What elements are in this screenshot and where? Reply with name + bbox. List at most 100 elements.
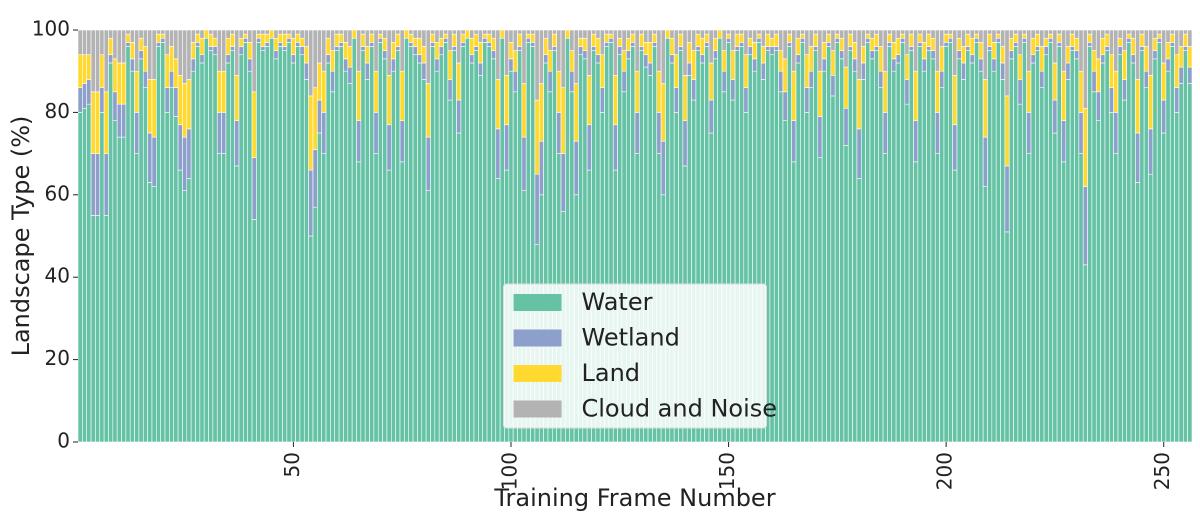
bar-segment xyxy=(77,29,83,56)
bar-segment xyxy=(195,46,201,443)
bar-segment xyxy=(1135,79,1141,134)
bar-segment xyxy=(1017,79,1023,105)
bar-segment xyxy=(769,37,775,47)
bar-segment xyxy=(795,29,801,39)
bar-segment xyxy=(260,46,266,51)
bar-segment xyxy=(1122,50,1128,80)
bar-segment xyxy=(504,124,510,171)
bar-segment xyxy=(934,153,940,443)
bar-segment xyxy=(1074,29,1080,39)
bar-segment xyxy=(934,70,940,113)
bar-segment xyxy=(1065,46,1071,64)
bar-segment xyxy=(312,87,318,150)
bar-segment xyxy=(1143,87,1149,443)
bar-segment xyxy=(1174,87,1180,113)
bar-segment xyxy=(417,37,423,56)
bar-segment xyxy=(1039,46,1045,72)
bar-segment xyxy=(251,219,257,443)
bar-segment xyxy=(604,29,610,35)
bar-segment xyxy=(904,79,910,105)
bar-segment xyxy=(1109,112,1114,443)
bar-segment xyxy=(1035,50,1040,443)
bar-segment xyxy=(708,62,714,101)
bar-segment xyxy=(656,29,662,72)
bar-segment xyxy=(782,29,788,60)
bar-segment xyxy=(138,37,144,51)
bar-segment xyxy=(534,173,540,245)
bar-segment xyxy=(1178,46,1184,68)
bar-segment xyxy=(569,29,575,51)
bar-segment xyxy=(830,29,836,51)
bar-segment xyxy=(391,58,396,72)
bar-segment xyxy=(904,29,910,56)
bar-segment xyxy=(939,87,945,443)
bar-segment xyxy=(721,50,727,72)
y-tick-label: 20 xyxy=(45,346,70,370)
bar-segment xyxy=(312,206,318,443)
bar-segment xyxy=(1069,33,1075,47)
bar-segment xyxy=(160,29,166,35)
bar-segment xyxy=(839,37,845,51)
legend-swatch xyxy=(513,329,562,347)
bar-segment xyxy=(647,62,653,76)
bar-segment xyxy=(1026,70,1032,113)
bar-segment xyxy=(948,33,953,39)
bar-segment xyxy=(438,29,444,39)
bar-segment xyxy=(773,50,779,443)
bar-segment xyxy=(1122,79,1128,101)
bar-segment xyxy=(256,33,262,39)
bar-segment xyxy=(647,29,653,43)
bar-segment xyxy=(969,29,975,39)
bar-segment xyxy=(752,42,758,60)
bar-segment xyxy=(82,29,88,56)
bar-segment xyxy=(987,50,993,443)
bar-segment xyxy=(1000,29,1006,47)
bar-segment xyxy=(686,42,692,64)
bar-segment xyxy=(317,62,322,101)
bar-segment xyxy=(234,120,240,167)
bar-segment xyxy=(343,58,349,72)
bar-segment xyxy=(660,140,666,196)
x-tick-label: 100 xyxy=(497,452,521,490)
bar-segment xyxy=(795,37,801,56)
bar-segment xyxy=(182,83,188,138)
bar-segment xyxy=(443,42,449,443)
bar-segment xyxy=(391,70,396,443)
bar-segment xyxy=(508,29,514,43)
bar-segment xyxy=(430,42,436,47)
bar-segment xyxy=(665,29,671,39)
bar-segment xyxy=(1069,29,1075,35)
bar-segment xyxy=(99,29,105,56)
bar-segment xyxy=(625,29,631,39)
bar-segment xyxy=(534,99,540,175)
bar-segment xyxy=(760,62,766,80)
bar-segment xyxy=(334,29,340,35)
bar-segment xyxy=(869,58,875,443)
bar-segment xyxy=(538,140,544,196)
bar-segment xyxy=(373,29,379,72)
bar-segment xyxy=(417,62,423,443)
bar-segment xyxy=(1052,62,1058,101)
bar-segment xyxy=(1187,46,1193,68)
bar-segment xyxy=(199,62,205,443)
bar-segment xyxy=(817,70,823,117)
bar-segment xyxy=(295,33,301,43)
bar-segment xyxy=(282,46,288,51)
bar-segment xyxy=(1078,153,1084,443)
bar-segment xyxy=(425,83,431,138)
legend-label: Wetland xyxy=(582,324,680,352)
bar-segment xyxy=(804,29,810,56)
bar-segment xyxy=(386,169,392,443)
bar-segment xyxy=(926,29,932,35)
bar-segment xyxy=(1013,33,1019,43)
bar-segment xyxy=(1061,29,1067,72)
bar-segment xyxy=(142,70,148,88)
y-axis-label: Landscape Type (%) xyxy=(7,116,35,357)
bar-segment xyxy=(277,33,283,43)
bar-segment xyxy=(865,33,871,39)
bar-segment xyxy=(295,46,301,443)
bar-segment xyxy=(225,62,231,443)
bar-segment xyxy=(1113,153,1119,443)
bar-segment xyxy=(1139,29,1145,35)
